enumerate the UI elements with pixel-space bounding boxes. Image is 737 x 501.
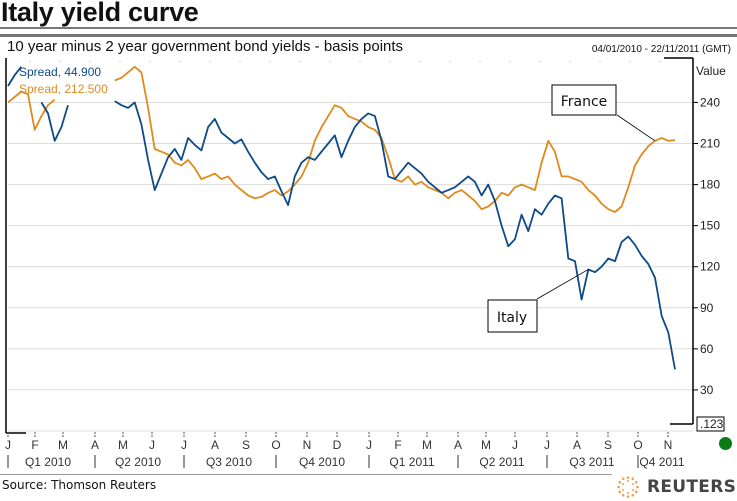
month-label: F — [31, 438, 38, 452]
month-label: J — [149, 438, 155, 452]
axes — [5, 57, 694, 434]
y-tick-label: 90 — [700, 301, 714, 315]
month-label: M — [118, 438, 128, 452]
france-leader-line — [616, 114, 656, 142]
y-ticks: 30 60 90 120 150 180 210 240 — [693, 95, 720, 397]
chart-subtitle: 10 year minus 2 year government bond yie… — [7, 38, 404, 55]
gridlines — [8, 60, 693, 432]
cursor-value-box — [696, 416, 725, 432]
month-label: A — [91, 438, 99, 452]
france-callout-label: France — [561, 94, 608, 110]
month-label: N — [303, 438, 312, 452]
italy-callout-label: Italy — [497, 310, 527, 326]
quarter-label: Q4 2010 — [299, 455, 345, 469]
series-line-italy — [7, 66, 676, 370]
chart-title: Italy yield curve — [1, 0, 199, 27]
live-status-indicator — [719, 437, 732, 450]
y-tick-label: 30 — [700, 383, 714, 397]
month-label: J — [544, 438, 550, 452]
legend-entry: Spread, 212.500 — [19, 82, 108, 96]
y-tick-label: 120 — [700, 260, 720, 274]
quarter-label: Q1 2011 — [389, 455, 434, 469]
footer-rule — [0, 474, 612, 475]
legend: Spread, 44.900 Spread, 212.500 — [19, 65, 108, 96]
legend-entry: Spread, 44.900 — [19, 65, 101, 79]
month-label: M — [422, 438, 432, 452]
quarter-label: Q3 2010 — [206, 455, 252, 469]
quarter-label: Q2 2010 — [115, 455, 161, 469]
y-tick-label: 180 — [700, 178, 720, 192]
quarter-label: Q2 2011 — [479, 455, 524, 469]
italy-leader-line — [536, 269, 589, 300]
month-label: J — [5, 438, 11, 452]
month-label: A — [211, 438, 219, 452]
cursor-value: .123 — [700, 417, 724, 431]
y-tick-label: 60 — [700, 342, 714, 356]
source-text: Source: Thomson Reuters — [2, 478, 157, 492]
month-label: J — [366, 438, 372, 452]
y-tick-label: 150 — [700, 219, 720, 233]
month-label: F — [394, 438, 401, 452]
month-label: D — [333, 438, 342, 452]
month-label: A — [454, 438, 462, 452]
reuters-wordmark: REUTERS — [647, 477, 737, 497]
y-axis-label: Value — [696, 64, 726, 78]
title-rule — [0, 27, 737, 29]
france-callout-box — [551, 84, 617, 116]
italy-callout-box — [487, 299, 538, 333]
subtitle-rule — [0, 34, 737, 37]
x-ticks: J F M A M J J A S O N D J F M A M J J A S O N Q1 2010 Q2 2010 Q3 … — [5, 432, 685, 469]
month-label: O — [633, 438, 642, 452]
quarter-label: Q4 2011 — [639, 455, 684, 469]
month-label: N — [664, 438, 673, 452]
quarter-label: Q3 2011 — [569, 455, 614, 469]
month-label: J — [512, 438, 518, 452]
month-label: S — [242, 438, 250, 452]
reuters-logo-icon — [617, 476, 639, 498]
reuters-brand: REUTERS — [614, 474, 737, 500]
month-label: J — [181, 438, 187, 452]
month-label: M — [481, 438, 491, 452]
month-label: O — [271, 438, 280, 452]
y-tick-label: 240 — [700, 95, 720, 109]
y-tick-label: 210 — [700, 137, 720, 151]
annotations: France Italy — [487, 84, 656, 333]
series-group — [7, 65, 676, 370]
quarter-label: Q1 2010 — [25, 455, 71, 469]
month-label: A — [573, 438, 581, 452]
month-label: M — [58, 438, 68, 452]
date-range: 04/01/2010 - 22/11/2011 (GMT) — [591, 44, 731, 55]
month-label: S — [604, 438, 612, 452]
